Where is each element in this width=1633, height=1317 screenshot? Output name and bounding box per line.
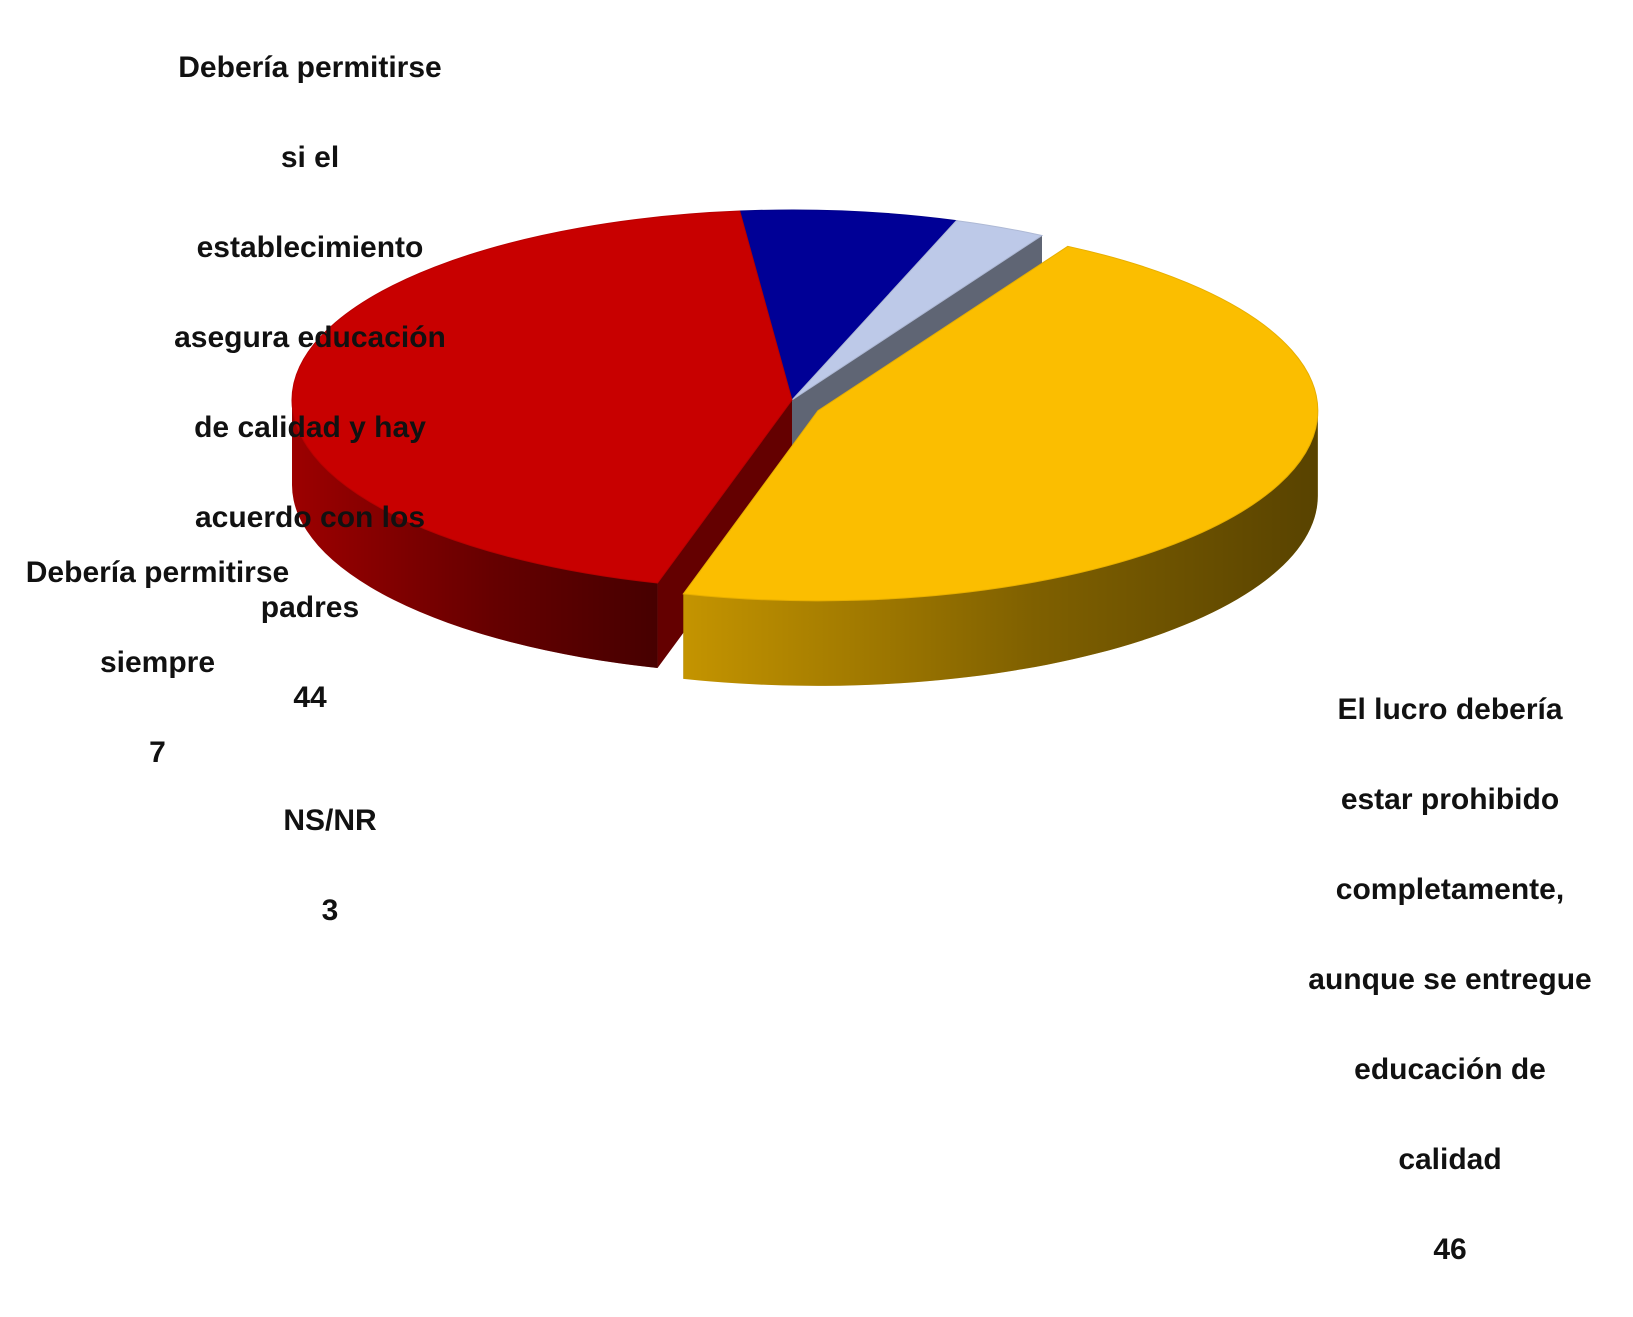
pie-chart: [291, 209, 1319, 686]
slice-label-text: acuerdo con los: [194, 501, 426, 534]
slice-label-text: calidad: [1398, 1143, 1502, 1176]
slice-label-text: si el: [280, 141, 340, 174]
slice-top: [682, 245, 1319, 602]
slice-label-text: estar prohibido: [1340, 783, 1560, 816]
slice-label-lucro-prohibido: El lucro debería estar prohibido complet…: [1265, 642, 1633, 1317]
slice-label-text: padres: [260, 591, 360, 624]
slice-label-text: aunque se entregue: [1308, 963, 1592, 996]
slice-value: 3: [321, 894, 339, 927]
slice-label-text: NS/NR: [283, 804, 377, 837]
slice-label-text: siempre: [99, 646, 216, 679]
slice-value: 7: [149, 736, 166, 769]
slice-label-text: de calidad y hay: [194, 411, 426, 444]
slice-top: [791, 220, 1044, 401]
slice-0: [682, 245, 1319, 686]
slice-label-text: asegura educación: [174, 321, 446, 354]
slice-label-text: El lucro debería: [1337, 693, 1563, 726]
slice-label-permitirse-siempre: Debería permitirse siempre 7: [0, 505, 315, 820]
slice-top: [291, 210, 793, 584]
slice-label-ns-nr: NS/NR 3: [250, 753, 410, 978]
slice-side-shade: [683, 410, 1318, 686]
slice-label-text: completamente,: [1335, 873, 1565, 906]
slice-label-text: educación de: [1354, 1053, 1546, 1086]
slice-side-shade: [292, 400, 658, 669]
slice-label-text: establecimiento: [196, 231, 424, 264]
slice-label-text: Debería permitirse: [25, 556, 290, 589]
slice-top: [739, 209, 958, 402]
slice-label-text: Debería permitirse: [178, 51, 442, 84]
slice-label-permitirse-calidad: Debería permitirse si el establecimiento…: [140, 0, 480, 765]
slice-value: 44: [293, 681, 327, 714]
slice-1: [291, 210, 793, 669]
slice-value: 46: [1433, 1233, 1467, 1266]
